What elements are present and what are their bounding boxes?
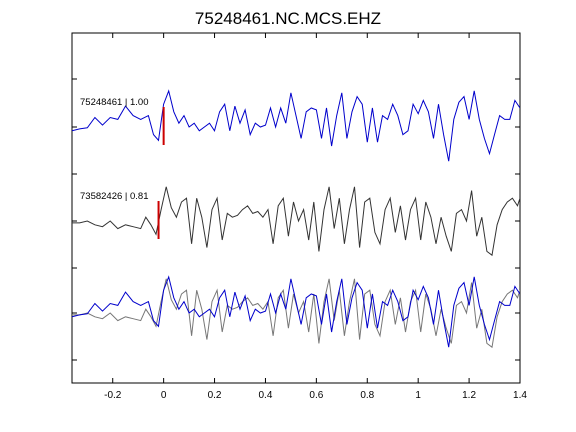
x-tick-label: 0.6 — [309, 390, 323, 401]
x-tick-label: 0.2 — [208, 390, 222, 401]
trace-line-1 — [72, 89, 520, 162]
overlay-line-trace-1 — [72, 275, 520, 348]
x-tick-label: -0.2 — [104, 390, 122, 401]
x-tick-label: 0 — [161, 390, 167, 401]
x-axis-ticks: -0.2 0 0.2 0.4 0.6 0.8 1 1.2 1.4 — [104, 33, 527, 401]
x-tick-label: 1.2 — [462, 390, 476, 401]
trace-label-1: 75248461 | 1.00 — [80, 97, 149, 108]
trace-label-2: 73582426 | 0.81 — [80, 191, 149, 202]
overlay-line-trace-2 — [72, 278, 520, 349]
plot-clip-group — [72, 89, 520, 349]
x-tick-label: 1 — [415, 390, 421, 401]
chart-title: 75248461.NC.MCS.EHZ — [195, 9, 381, 28]
x-tick-label: 0.4 — [259, 390, 273, 401]
x-tick-label: 1.4 — [513, 390, 527, 401]
traces-layer — [72, 89, 520, 349]
y-ticks — [72, 78, 520, 361]
trace-line-2 — [72, 186, 520, 257]
x-tick-label: 0.8 — [360, 390, 374, 401]
